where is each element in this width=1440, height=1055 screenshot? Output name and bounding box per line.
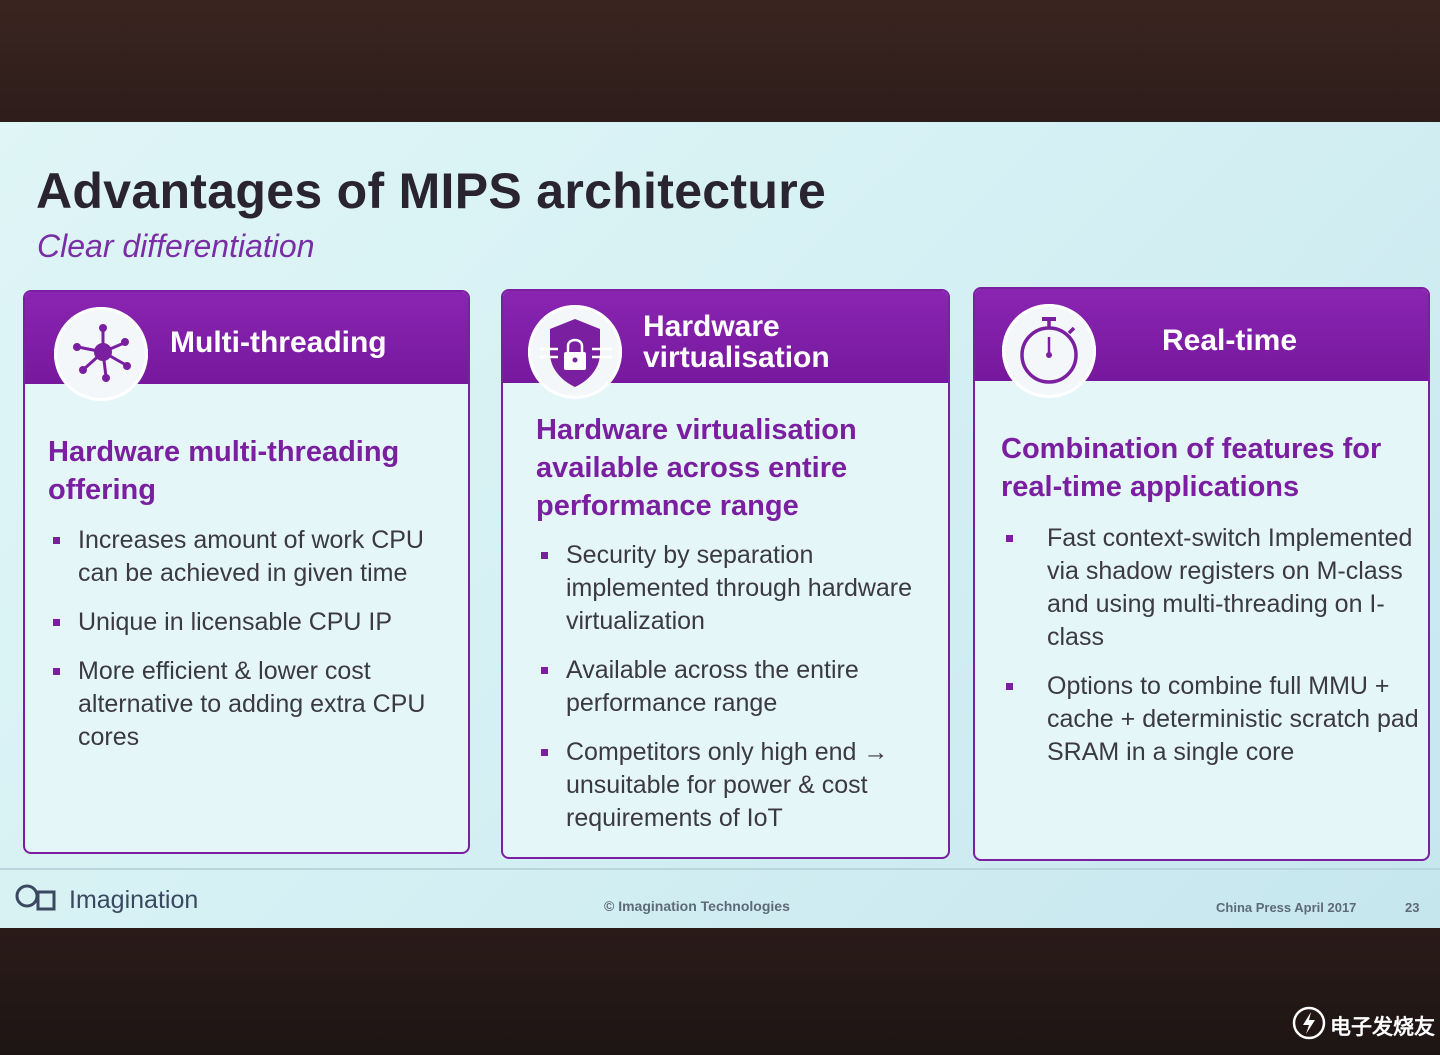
- network-nodes-icon: [54, 307, 148, 401]
- bullet-list: Increases amount of work CPU can be achi…: [48, 524, 448, 770]
- bullet-text: Security by separation implemented throu…: [566, 541, 913, 635]
- card-title: Hardware virtualisation: [643, 311, 830, 373]
- bullet-item: Unique in licensable CPU IP: [48, 606, 448, 639]
- projector-screen-top: [0, 0, 1440, 122]
- card-heading: Hardware virtualisation available across…: [536, 414, 857, 522]
- card-title: Multi-threading: [170, 326, 387, 359]
- card-real-time: Real-time Combination of features for re…: [973, 287, 1430, 861]
- card-heading: Hardware multi-threading offering: [48, 436, 400, 506]
- projector-screen-bottom: [0, 928, 1440, 1055]
- bullet-list: Fast context-switch Implemented via shad…: [1001, 522, 1421, 785]
- bullet-item: Options to combine full MMU + cache + de…: [1001, 670, 1421, 769]
- bullet-square-icon: [1006, 535, 1013, 542]
- card-header: Multi-threading: [25, 292, 468, 401]
- slide-subtitle: Clear differentiation: [37, 228, 315, 264]
- card-header: Real-time: [975, 289, 1428, 398]
- card-title-line: virtualisation: [643, 341, 830, 374]
- bullet-list: Security by separation implemented throu…: [536, 539, 946, 851]
- card-title-line: Hardware: [643, 310, 780, 343]
- bullet-square-icon: [541, 552, 548, 559]
- bullet-item: Security by separation implemented throu…: [536, 539, 946, 638]
- event-label: China Press April 2017: [1216, 900, 1357, 915]
- site-watermark: 电子发烧友: [1292, 1004, 1435, 1044]
- bullet-text: Fast context-switch Implemented via shad…: [1047, 524, 1413, 651]
- bullet-text: Competitors only high end → unsuitable f…: [566, 738, 889, 832]
- bullet-text: Available across the entire performance …: [566, 656, 859, 717]
- slide-title: Advantages of MIPS architecture: [36, 163, 827, 219]
- bullet-item: More efficient & lower cost alternative …: [48, 655, 448, 754]
- bullet-square-icon: [541, 749, 548, 756]
- bullet-square-icon: [541, 667, 548, 674]
- watermark-text: 电子发烧友: [1330, 1015, 1435, 1039]
- watermark-logo-icon: [1292, 1006, 1326, 1040]
- bullet-square-icon: [53, 537, 60, 544]
- bullet-square-icon: [53, 619, 60, 626]
- bullet-text: Increases amount of work CPU can be achi…: [78, 526, 424, 587]
- copyright-text: © Imagination Technologies: [604, 898, 790, 914]
- card-hardware-virtualisation: Hardware virtualisation Hardware virtual…: [501, 289, 950, 859]
- shield-lock-icon: [528, 305, 622, 399]
- card-multi-threading: Multi-threading Hardware multi-threading…: [23, 290, 470, 854]
- footer-divider: [0, 868, 1440, 870]
- brand-name: Imagination: [69, 886, 199, 914]
- card-title: Real-time: [1162, 324, 1298, 357]
- bullet-text: Unique in licensable CPU IP: [78, 608, 393, 636]
- page-number: 23: [1405, 900, 1420, 915]
- stopwatch-icon: [1002, 304, 1096, 398]
- bullet-square-icon: [53, 668, 60, 675]
- bullet-text: More efficient & lower cost alternative …: [78, 657, 426, 751]
- bullet-item: Available across the entire performance …: [536, 654, 946, 720]
- imagination-logo-icon: [15, 884, 56, 911]
- bullet-item: Fast context-switch Implemented via shad…: [1001, 522, 1421, 654]
- card-heading: Combination of features for real-time ap…: [1001, 433, 1382, 503]
- presentation-slide: Advantages of MIPS architecture Clear di…: [0, 122, 1440, 928]
- card-header: Hardware virtualisation: [503, 291, 948, 399]
- bullet-square-icon: [1006, 683, 1013, 690]
- bullet-item: Increases amount of work CPU can be achi…: [48, 524, 448, 590]
- bullet-text: Options to combine full MMU + cache + de…: [1047, 672, 1419, 766]
- bullet-item: Competitors only high end → unsuitable f…: [536, 736, 946, 835]
